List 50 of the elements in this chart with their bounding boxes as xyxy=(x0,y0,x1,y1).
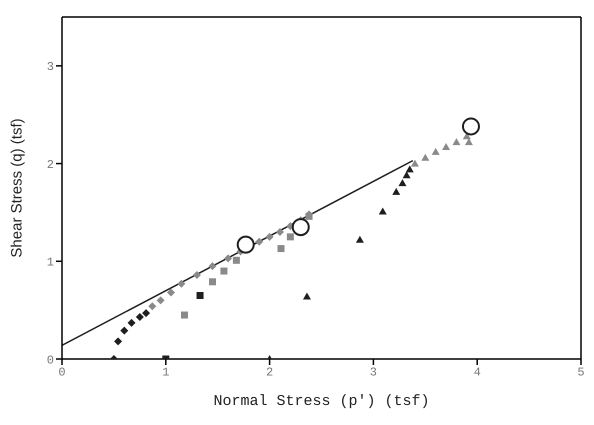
point xyxy=(224,254,232,262)
point xyxy=(402,171,411,178)
x-tick-label: 0 xyxy=(58,366,66,380)
x-tick-label: 4 xyxy=(474,366,481,380)
x-tick-label: 1 xyxy=(162,366,170,380)
point xyxy=(266,232,274,241)
point xyxy=(398,179,406,186)
point xyxy=(192,270,201,279)
point xyxy=(392,188,400,195)
point xyxy=(442,142,450,150)
point xyxy=(378,207,387,214)
x-tick-label: 5 xyxy=(577,366,585,380)
y-axis-title: Shear Stress (q) (tsf) xyxy=(8,118,26,258)
point xyxy=(452,138,460,146)
point xyxy=(464,138,473,146)
point xyxy=(278,245,285,252)
point xyxy=(421,154,430,161)
point xyxy=(220,268,228,275)
y-tick-label: 2 xyxy=(46,158,54,172)
point xyxy=(166,288,175,297)
point xyxy=(236,236,255,254)
point xyxy=(148,302,156,310)
point xyxy=(196,292,204,299)
point xyxy=(462,117,480,136)
x-tick-label: 3 xyxy=(370,366,377,380)
point xyxy=(120,326,128,335)
point xyxy=(276,228,284,236)
point xyxy=(406,165,414,172)
y-tick-label: 0 xyxy=(46,353,54,368)
x-axis-title: Normal Stress (p') (tsf) xyxy=(213,393,430,410)
point xyxy=(209,278,216,286)
point xyxy=(180,312,188,319)
point xyxy=(432,148,440,155)
point xyxy=(302,292,311,300)
point xyxy=(286,233,294,240)
point xyxy=(142,309,150,318)
point xyxy=(208,262,217,270)
y-tick-label: 1 xyxy=(46,256,54,270)
point xyxy=(114,337,122,346)
point xyxy=(128,318,136,327)
point xyxy=(306,212,313,220)
point xyxy=(156,296,165,304)
y-tick-label: 3 xyxy=(46,60,54,74)
point xyxy=(136,312,144,321)
x-tick-label: 2 xyxy=(266,366,274,380)
point xyxy=(232,256,240,264)
point xyxy=(410,160,419,167)
point xyxy=(177,280,186,288)
point xyxy=(255,238,264,246)
point xyxy=(356,236,364,243)
